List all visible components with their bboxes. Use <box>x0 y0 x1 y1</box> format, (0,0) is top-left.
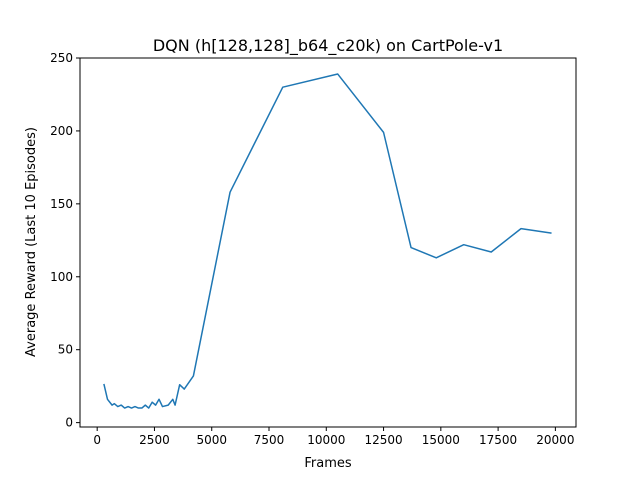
plot-area <box>79 57 577 428</box>
y-tick-label: 100 <box>50 270 73 284</box>
series-line-0 <box>103 73 552 409</box>
y-tick-label: 150 <box>50 197 73 211</box>
axes-frame <box>79 57 577 428</box>
y-tick-label: 0 <box>65 416 73 430</box>
x-tick-label: 12500 <box>364 433 402 447</box>
x-tick-label: 2500 <box>139 433 170 447</box>
x-tick-label: 7500 <box>254 433 285 447</box>
y-tick-label: 50 <box>58 343 73 357</box>
x-tick-label: 17500 <box>479 433 517 447</box>
x-tick-label: 5000 <box>196 433 227 447</box>
x-tick-label: 0 <box>93 433 101 447</box>
x-axis-ticks: 0 2500 5000 7500 10000 12500 15000 17500 20000 <box>93 427 574 447</box>
x-tick-label: 20000 <box>536 433 574 447</box>
y-tick-label: 250 <box>50 51 73 65</box>
y-tick-label: 200 <box>50 124 73 138</box>
x-tick-label: 10000 <box>307 433 345 447</box>
x-tick-label: 15000 <box>422 433 460 447</box>
x-axis-label: Frames <box>304 456 352 471</box>
chart-title: DQN (h[128,128]_b64_c20k) on CartPole-v1 <box>153 36 503 56</box>
y-axis-ticks: 0 50 100 150 200 250 <box>50 51 80 430</box>
y-axis-label: Average Reward (Last 10 Episodes) <box>24 127 39 357</box>
